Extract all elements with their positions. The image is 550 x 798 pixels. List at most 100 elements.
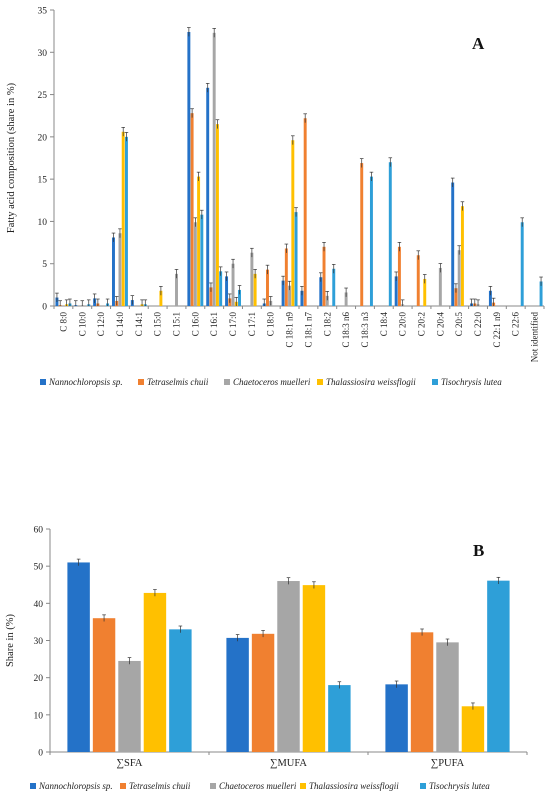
legend-swatch	[30, 783, 36, 789]
x-tick-label: C 20:0	[398, 312, 408, 337]
bar	[67, 562, 90, 752]
bar	[121, 131, 125, 306]
bar	[159, 290, 163, 306]
x-tick-label: C 18:4	[379, 312, 389, 337]
bar	[294, 212, 298, 306]
x-tick-label: ∑SFA	[117, 758, 143, 769]
x-tick-label: C 10:0	[77, 312, 87, 337]
x-tick-label: C 8:0	[58, 312, 68, 332]
y-tick-label: 25	[38, 91, 48, 101]
bar	[277, 581, 300, 752]
bar	[423, 278, 427, 306]
bar	[206, 87, 210, 306]
x-tick-label: Not identified	[530, 312, 540, 363]
x-tick-label: C 14:0	[115, 312, 125, 337]
y-tick-label: 30	[38, 49, 48, 59]
y-axis-label: Fatty acid composition (share in %)	[6, 82, 17, 233]
y-tick-label: 0	[42, 303, 47, 313]
bar	[250, 252, 254, 306]
x-tick-label: C 18:2	[322, 312, 332, 336]
legend-swatch	[138, 379, 144, 385]
bar	[190, 113, 194, 306]
bar	[193, 222, 197, 306]
bar	[436, 642, 459, 752]
bar	[520, 222, 524, 306]
bar	[303, 118, 307, 306]
bar	[92, 618, 116, 752]
x-tick-label: ∑MUFA	[270, 758, 307, 769]
bar	[300, 290, 304, 306]
legend-swatch	[120, 783, 126, 789]
panel-label: B	[473, 541, 484, 560]
legend-label: Thalassiosira weissflogii	[309, 781, 399, 791]
legend-swatch	[420, 783, 426, 789]
x-tick-label: C 20:5	[454, 312, 464, 337]
bar	[284, 248, 288, 306]
y-tick-label: 40	[34, 600, 44, 610]
bar	[197, 176, 201, 306]
y-tick-label: 20	[38, 133, 48, 143]
x-tick-label: C 20:2	[417, 312, 427, 336]
bar	[344, 292, 348, 306]
bar	[288, 285, 292, 306]
bar	[238, 289, 241, 306]
legend-swatch	[432, 379, 438, 385]
bar	[112, 237, 115, 306]
legend-label: Nannochloropsis sp.	[48, 377, 123, 387]
bar	[332, 268, 336, 306]
legend-swatch	[210, 783, 216, 789]
y-tick-label: 50	[34, 563, 44, 573]
x-tick-label: C 18:3 n3	[360, 312, 370, 348]
bar	[319, 277, 323, 306]
bar	[187, 31, 191, 306]
bar	[281, 280, 285, 306]
bar	[438, 267, 442, 306]
bar	[451, 182, 455, 306]
bar	[143, 592, 167, 752]
bar	[410, 632, 434, 752]
bar	[225, 276, 229, 306]
x-tick-label: C 16:0	[190, 312, 200, 337]
x-tick-label: C 22:6	[511, 312, 521, 337]
bar	[251, 633, 275, 752]
x-tick-label: C 14:1	[134, 312, 144, 336]
legend-label: Chaetoceros muelleri	[233, 377, 311, 387]
bar	[460, 206, 464, 306]
y-tick-label: 10	[38, 218, 48, 228]
legend-label: Chaetoceros muelleri	[219, 781, 297, 791]
legend-label: Tisochrysis lutea	[441, 377, 502, 387]
bar	[118, 660, 141, 752]
bar	[454, 288, 458, 306]
x-tick-label: C 17:0	[228, 312, 238, 337]
x-tick-label: C 15:0	[153, 312, 163, 337]
y-axis-label: Share in (%)	[5, 613, 16, 667]
bar	[539, 281, 543, 306]
bar	[226, 637, 249, 752]
panel-b-chart: 0 10 20 30 40 50 60 Share in (%) B ∑SFA ∑MUFA ∑PUFA…	[5, 526, 528, 791]
x-tick-label: C 22:1 n9	[492, 312, 502, 348]
bar	[416, 255, 420, 306]
bar	[253, 273, 257, 306]
bar	[388, 162, 392, 306]
x-tick-label: ∑PUFA	[431, 758, 465, 769]
x-tick-label: C 15:1	[172, 312, 182, 336]
legend-label: Tetraselmis chuii	[129, 781, 191, 791]
bar	[118, 233, 122, 306]
y-tick-label: 30	[34, 637, 44, 647]
legend-label: Tetraselmis chuii	[147, 377, 209, 387]
x-tick-label: C 18:3 n6	[341, 312, 351, 348]
legend-swatch	[40, 379, 46, 385]
bar	[209, 287, 213, 306]
panel-a-chart: 0 5 10 15 20 25 30 35 Fatty acid composition (sh…	[6, 7, 545, 387]
x-tick-label: C 12:0	[96, 312, 106, 337]
bar	[215, 124, 219, 307]
y-tick-label: 5	[42, 260, 47, 270]
x-tick-label: C 18:1 n9	[285, 312, 295, 348]
bar	[328, 685, 351, 752]
x-tick-label: C 22:0	[473, 312, 483, 337]
bar	[488, 290, 492, 306]
legend-swatch	[317, 379, 323, 385]
legend-label: Thalassiosira weissflogii	[326, 377, 416, 387]
legend-swatch	[224, 379, 230, 385]
